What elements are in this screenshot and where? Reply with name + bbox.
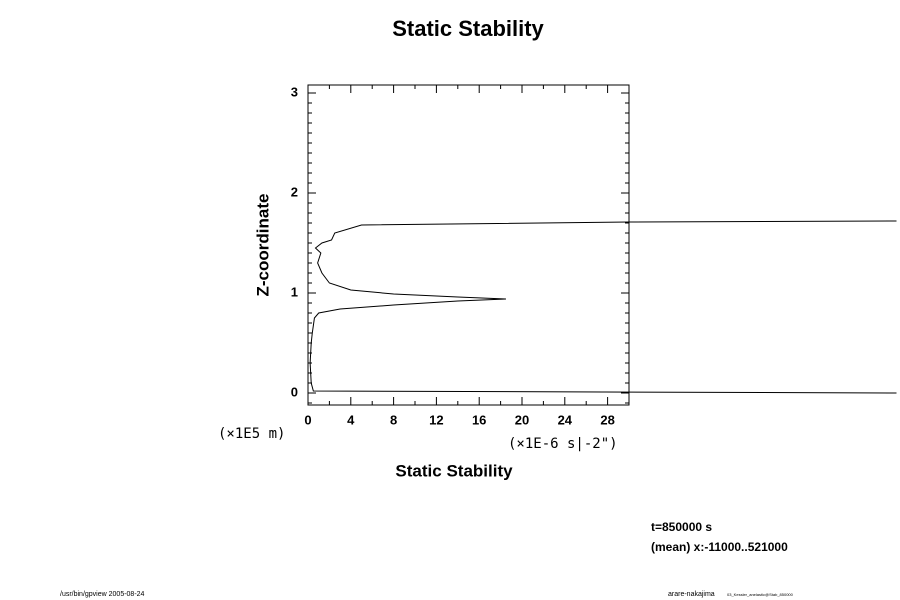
footer: 03_Kessler_anelastic@Stab_850000	[727, 592, 794, 597]
annotation: t=850000 s	[651, 520, 712, 534]
annotation: (mean) x:-11000..521000	[651, 540, 788, 554]
footer: arare-nakajima	[668, 591, 715, 598]
plot-frame	[307, 84, 630, 406]
y-unit: (×1E5 m)	[218, 426, 285, 442]
x-tick-label: 16	[472, 412, 486, 427]
profile-line	[309, 220, 897, 394]
y-axis-label: Z-coordinate	[253, 194, 272, 297]
x-tick-label: 4	[347, 412, 355, 427]
x-tick-label: 12	[429, 412, 443, 427]
y-tick-label: 0	[291, 384, 298, 399]
y-tick-label: 3	[291, 84, 298, 99]
x-unit: (×1E-6 s|-2")	[508, 436, 618, 452]
x-tick-label: 28	[600, 412, 614, 427]
x-tick-label: 20	[515, 412, 529, 427]
y-tick-label: 2	[291, 184, 298, 199]
x-tick-label: 0	[304, 412, 311, 427]
footer: /usr/bin/gpview 2005-08-24	[60, 591, 145, 598]
y-tick-label: 1	[291, 284, 298, 299]
chart-title: Static Stability	[392, 16, 544, 41]
x-tick-label: 24	[558, 412, 573, 427]
x-axis-label: Static Stability	[395, 461, 513, 480]
x-tick-label: 8	[390, 412, 397, 427]
